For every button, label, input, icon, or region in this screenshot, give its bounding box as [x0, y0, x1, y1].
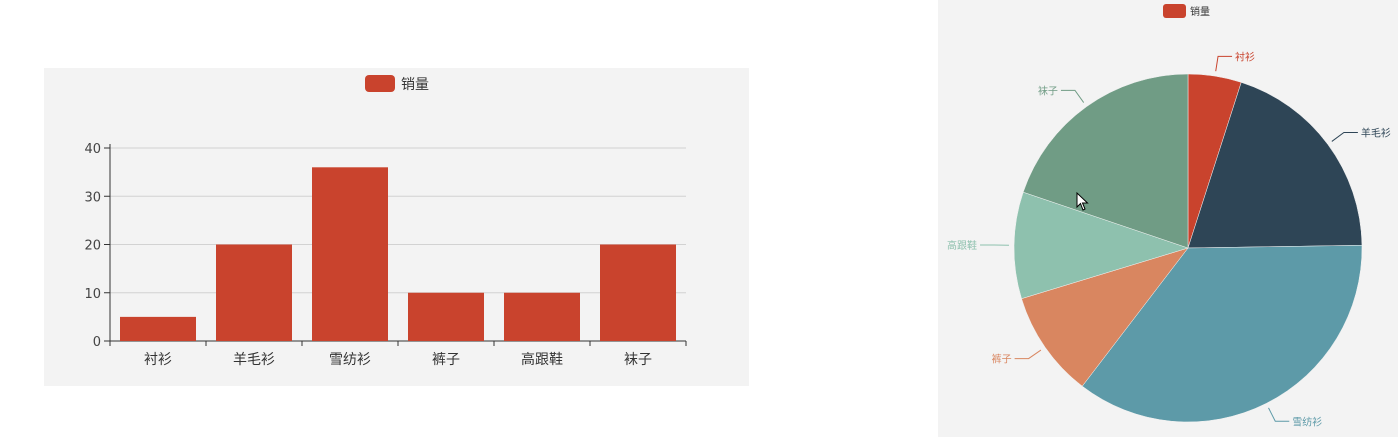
pie-label: 裤子: [992, 353, 1012, 366]
x-tick-label: 衬衫: [144, 352, 172, 368]
legend-label: 销量: [1190, 5, 1210, 18]
pie-label: 衬衫: [1235, 50, 1255, 63]
bar-0: [120, 316, 196, 341]
x-tick-label: 高跟鞋: [521, 351, 563, 368]
mouse-cursor-icon: [1076, 191, 1089, 211]
pie-leader-line: [1014, 349, 1042, 360]
bar-1: [216, 244, 292, 341]
pie-label: 羊毛衫: [1361, 127, 1391, 140]
pie-slice-3: [1021, 247, 1189, 387]
pie-leader-line: [1215, 55, 1233, 72]
pie-leader-line: [1268, 407, 1290, 422]
pie-slice-2: [1081, 245, 1363, 423]
pie-label: 高跟鞋: [947, 239, 977, 252]
y-tick-label: 40: [84, 142, 101, 157]
legend-swatch: [1163, 4, 1186, 18]
pie-slice-1: [1187, 82, 1363, 249]
pie-chart-panel: 销量衬衫羊毛衫雪纺衫 裤子 高跟鞋 袜子: [938, 0, 1398, 437]
x-tick-label: 裤子: [432, 352, 460, 368]
x-tick-label: 羊毛衫: [233, 352, 275, 368]
y-tick-label: 20: [84, 239, 101, 254]
pie-label: 雪纺衫: [1292, 415, 1322, 428]
x-tick-label: 袜子: [624, 352, 652, 368]
pie-slice-4: [1013, 191, 1189, 299]
bar-2: [312, 167, 388, 341]
pie-leader-line: [1331, 132, 1358, 142]
bar-4: [504, 292, 580, 341]
bar-chart-panel: 销量 0 10 20 30 40 衬衫 羊毛衫 雪纺衫 裤子 高跟鞋 袜子: [44, 68, 749, 386]
y-tick-label: 30: [84, 190, 101, 205]
pie-slice-5: [1022, 73, 1189, 249]
y-tick-label: 0: [93, 335, 101, 350]
bar-5: [600, 244, 676, 341]
bar-3: [408, 292, 484, 341]
legend-label: 销量: [401, 77, 429, 93]
x-tick-label: 雪纺衫: [329, 352, 371, 368]
bar-chart: 销量 0 10 20 30 40 衬衫 羊毛衫 雪纺衫 裤子 高跟鞋 袜子: [84, 75, 687, 368]
y-tick-label: 10: [84, 287, 101, 302]
pie-leader-line: [1060, 89, 1085, 103]
pie-label: 袜子: [1038, 84, 1058, 97]
legend-swatch: [365, 75, 395, 92]
